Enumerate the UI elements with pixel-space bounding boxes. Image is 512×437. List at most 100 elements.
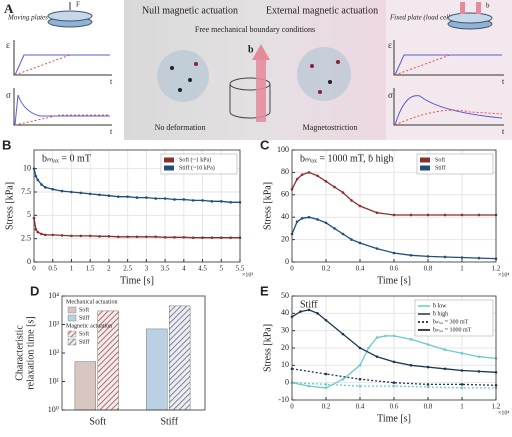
point — [107, 235, 111, 238]
point — [70, 234, 73, 238]
y-tick-label: 10³ — [49, 319, 60, 328]
point — [88, 192, 92, 196]
point — [324, 372, 328, 376]
legend-swatch — [67, 314, 77, 322]
legend-label: ḃ high — [433, 311, 448, 317]
x-tick-label: 1 — [70, 265, 74, 273]
point — [443, 367, 447, 371]
point — [201, 199, 204, 202]
point — [426, 213, 430, 217]
point — [299, 310, 302, 313]
mini-x-label: t — [502, 127, 505, 136]
mini-y-label: ε — [6, 40, 10, 50]
point — [460, 383, 464, 386]
plot-frame — [33, 149, 241, 263]
bar — [74, 361, 97, 411]
point — [460, 351, 464, 355]
x-tick-label: 0.6 — [390, 403, 399, 411]
point — [173, 198, 176, 201]
x-tick-label: 0.2 — [322, 403, 331, 411]
point — [392, 334, 396, 338]
x-tick-label: Soft — [89, 416, 106, 427]
y-tick-label: 5 — [27, 210, 31, 219]
x-axis-label: Time [s] — [377, 413, 411, 424]
point — [409, 213, 413, 217]
mini-curve — [394, 109, 503, 126]
point — [163, 235, 167, 239]
point — [392, 384, 396, 388]
chart-title: bₘₐₓ = 1000 mT, ḃ high — [300, 153, 393, 164]
mini-axes — [13, 40, 112, 76]
y-tick-label: 0 — [285, 257, 289, 266]
mini-curve — [394, 54, 451, 76]
point — [300, 217, 304, 220]
point — [375, 211, 379, 215]
legend-swatch — [67, 338, 77, 346]
mini-y-label: σ — [6, 90, 11, 100]
y-tick-label: 2.5 — [21, 233, 31, 242]
mini-curve — [14, 54, 110, 76]
point — [307, 308, 311, 312]
x-tick-label: 1 — [460, 265, 464, 273]
point — [116, 235, 120, 239]
cylinder — [229, 84, 271, 119]
y-tick-label: 50 — [281, 291, 289, 300]
point — [98, 193, 101, 197]
legend-label: ḃ low — [433, 303, 447, 309]
plate-icon — [447, 12, 493, 24]
x-tick-label: 0.2 — [322, 265, 331, 273]
x-tick-label: 1.2 — [492, 403, 501, 411]
point — [191, 199, 195, 202]
point — [316, 218, 319, 221]
point — [173, 235, 176, 239]
x-tick-label: 1.2 — [492, 265, 501, 273]
point — [79, 234, 83, 238]
bar — [169, 305, 191, 411]
y-tick-label: 0 — [27, 257, 31, 266]
point — [324, 383, 328, 386]
legend-swatch — [67, 330, 77, 338]
point — [324, 180, 328, 183]
y-axis-label: Characteristic — [14, 325, 25, 381]
section-title: Null magnetic actuation — [142, 5, 238, 16]
panel-label: B — [2, 137, 11, 152]
point — [229, 236, 232, 240]
point — [341, 191, 345, 194]
point — [126, 235, 129, 239]
legend-label: Stiff — [435, 164, 446, 171]
point — [163, 197, 167, 200]
x-tick-label: 0.8 — [424, 403, 433, 411]
legend-box — [160, 153, 238, 175]
x-tick-label: 0 — [290, 265, 294, 273]
point — [316, 174, 319, 178]
point — [116, 195, 120, 198]
point — [443, 213, 447, 217]
point — [324, 221, 328, 225]
y-tick-label: 60 — [281, 190, 289, 199]
section-title: External magnetic actuation — [266, 5, 378, 16]
material-blob — [297, 47, 351, 101]
point — [375, 336, 379, 339]
y-tick-label: 10¹ — [49, 376, 60, 385]
point — [135, 235, 139, 239]
point — [375, 247, 379, 250]
y-tick-label: 10² — [49, 348, 60, 357]
y-axis-label: Stress [kPa] — [4, 182, 15, 230]
legend-group-title: Mechanical actuation — [66, 299, 117, 305]
mini-y-label: ε — [388, 40, 392, 50]
point — [229, 200, 232, 204]
point — [34, 174, 38, 178]
panel-label: C — [260, 137, 270, 152]
point — [107, 194, 111, 198]
point — [51, 233, 55, 237]
point — [358, 377, 362, 381]
force-label: F — [76, 1, 80, 9]
point — [36, 178, 40, 182]
legend-swatch — [164, 165, 174, 171]
point — [316, 312, 319, 315]
point — [460, 369, 464, 372]
material-blob — [157, 50, 209, 102]
x-multiplier: ×10⁴ — [498, 410, 509, 416]
x-tick-label: 2.5 — [123, 265, 132, 273]
